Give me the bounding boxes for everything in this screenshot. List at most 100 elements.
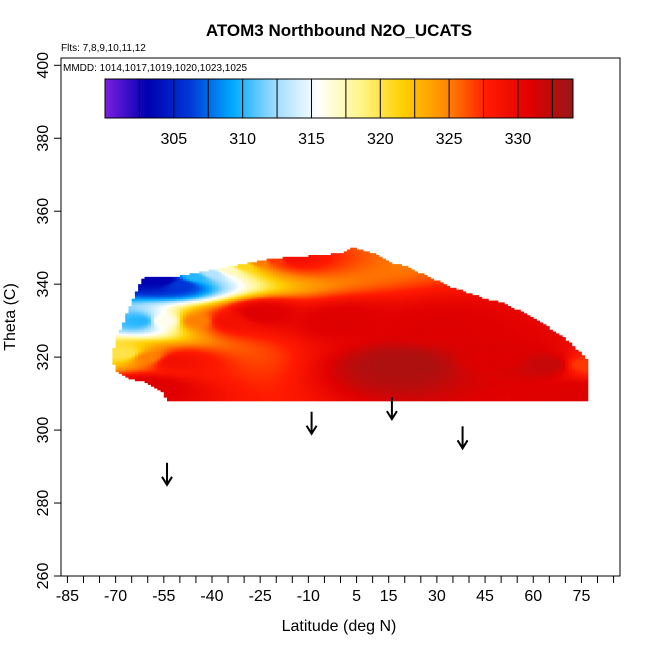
field-cell	[295, 295, 300, 298]
field-cell	[295, 296, 300, 300]
field-cell	[138, 366, 142, 369]
field-cell	[179, 289, 184, 292]
field-cell	[311, 380, 316, 384]
field-cell	[337, 311, 341, 314]
field-cell	[189, 397, 194, 400]
field-cell	[327, 309, 332, 312]
field-cell	[285, 388, 290, 391]
field-cell	[308, 331, 312, 334]
field-cell	[337, 366, 341, 369]
field-cell	[311, 300, 316, 303]
field-cell	[292, 275, 296, 278]
field-cell	[224, 338, 229, 342]
field-cell	[330, 306, 335, 309]
field-cell	[237, 284, 242, 287]
field-cell	[263, 264, 268, 267]
field-cell	[324, 271, 329, 274]
field-cell	[321, 337, 325, 340]
field-cell	[324, 346, 329, 349]
field-cell	[318, 284, 322, 287]
field-cell	[163, 357, 168, 360]
field-cell	[186, 386, 190, 389]
field-cell	[167, 386, 171, 389]
field-cell	[234, 351, 239, 354]
field-cell	[289, 362, 293, 365]
field-cell	[138, 333, 142, 336]
field-cell	[160, 382, 165, 385]
field-cell	[301, 393, 306, 396]
field-cell	[231, 276, 235, 280]
field-cell	[318, 349, 322, 353]
field-cell	[240, 275, 245, 278]
field-cell	[173, 291, 178, 294]
field-cell	[138, 295, 142, 298]
field-cell	[340, 364, 345, 367]
field-cell	[195, 284, 200, 287]
field-cell	[244, 337, 248, 340]
field-cell	[141, 360, 145, 363]
field-cell	[285, 331, 290, 334]
field-cell	[228, 366, 232, 369]
field-cell	[318, 399, 322, 402]
field-cell	[195, 397, 200, 400]
field-cell	[292, 296, 296, 300]
field-cell	[298, 306, 303, 309]
field-cell	[160, 364, 165, 367]
field-cell	[311, 254, 316, 258]
field-cell	[340, 262, 345, 265]
field-cell	[179, 302, 184, 305]
field-cell	[256, 284, 261, 287]
field-cell	[324, 278, 329, 281]
field-cell	[337, 391, 341, 394]
field-cell	[279, 298, 284, 301]
field-cell	[215, 313, 219, 316]
field-cell	[308, 384, 312, 387]
field-cell	[282, 346, 287, 349]
field-cell	[292, 377, 296, 380]
field-cell	[179, 282, 184, 285]
field-cell	[199, 340, 203, 343]
field-cell	[324, 315, 329, 318]
field-cell	[186, 388, 190, 391]
field-cell	[305, 371, 309, 374]
field-cell	[224, 388, 229, 391]
field-cell	[330, 253, 335, 256]
field-cell	[321, 282, 325, 285]
field-cell	[173, 360, 178, 363]
field-cell	[141, 369, 145, 373]
field-cell	[327, 296, 332, 300]
field-cell	[276, 395, 280, 398]
field-cell	[221, 346, 226, 349]
field-cell	[118, 369, 123, 373]
field-cell	[266, 329, 271, 332]
field-cell	[141, 313, 145, 316]
field-cell	[305, 342, 309, 345]
field-cell	[318, 388, 322, 391]
field-cell	[237, 395, 242, 398]
field-cell	[298, 327, 303, 331]
field-cell	[263, 371, 268, 374]
field-cell	[167, 364, 171, 367]
field-cell	[170, 307, 174, 311]
field-cell	[343, 399, 348, 402]
field-cell	[289, 302, 293, 305]
field-cell	[318, 276, 322, 280]
field-cell	[125, 326, 129, 329]
field-cell	[138, 289, 142, 292]
field-cell	[234, 389, 239, 393]
field-cell	[282, 393, 287, 396]
field-cell	[311, 362, 316, 365]
field-cell	[208, 282, 213, 285]
field-cell	[321, 256, 325, 260]
field-cell	[163, 335, 168, 338]
field-cell	[224, 307, 229, 311]
field-cell	[269, 368, 274, 371]
field-cell	[282, 327, 287, 331]
field-cell	[189, 322, 194, 325]
field-cell	[221, 278, 226, 281]
field-cell	[211, 296, 216, 300]
field-cell	[298, 304, 303, 307]
field-cell	[256, 331, 261, 334]
field-cell	[141, 304, 145, 307]
field-cell	[208, 324, 213, 327]
